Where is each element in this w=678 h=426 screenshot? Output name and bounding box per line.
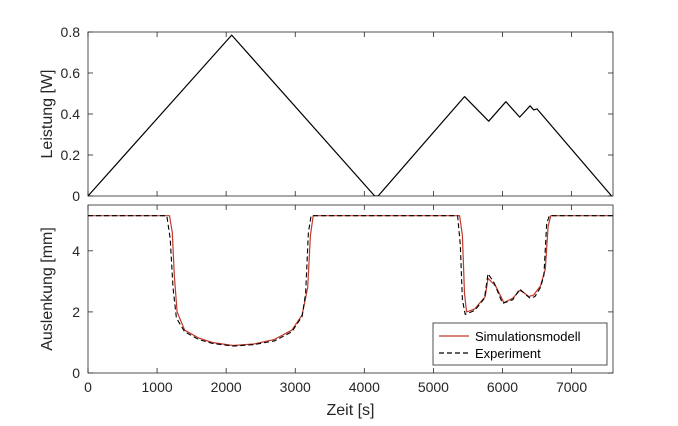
y-tick-label: 0.8: [61, 24, 81, 40]
plot-area: [87, 31, 614, 197]
y-tick-label: 0.6: [61, 65, 81, 81]
legend-entry: Experiment: [475, 346, 541, 361]
x-tick-label: 6000: [487, 379, 518, 395]
legend-entry: Simulationsmodell: [475, 329, 581, 344]
x-tick-label: 0: [84, 379, 92, 395]
series-line-experiment: [88, 215, 613, 347]
legend: Simulationsmodell Experiment: [432, 322, 608, 366]
series-line-0: [88, 34, 613, 196]
x-axis-title: Zeit [s]: [326, 402, 374, 419]
y-axis-title: Auslenkung [mm]: [39, 227, 56, 351]
deflection-plot: 0 1000 2000 3000 4000 5000 6000 7000 0 2 4 Auslenku…: [39, 204, 614, 419]
x-tick-label: 7000: [556, 379, 587, 395]
y-tick-label: 2: [72, 304, 80, 320]
y-tick-label: 0: [72, 365, 80, 381]
y-tick-label: 0.4: [61, 106, 81, 122]
x-tick-label: 1000: [142, 379, 173, 395]
x-tick-label: 5000: [418, 379, 449, 395]
power-plot: 0 0.2 0.4 0.6 0.8 Leistung [W]: [39, 24, 614, 204]
x-tick-label: 3000: [280, 379, 311, 395]
y-axis-title: Leistung [W]: [39, 70, 56, 159]
legend-box: [432, 322, 608, 366]
y-tick-label: 0.2: [61, 147, 81, 163]
series-line-simulationsmodell: [88, 215, 613, 347]
y-tick-label: 4: [72, 243, 80, 259]
x-tick-label: 2000: [211, 379, 242, 395]
x-tick-label: 4000: [349, 379, 380, 395]
y-tick-label: 0: [72, 188, 80, 204]
